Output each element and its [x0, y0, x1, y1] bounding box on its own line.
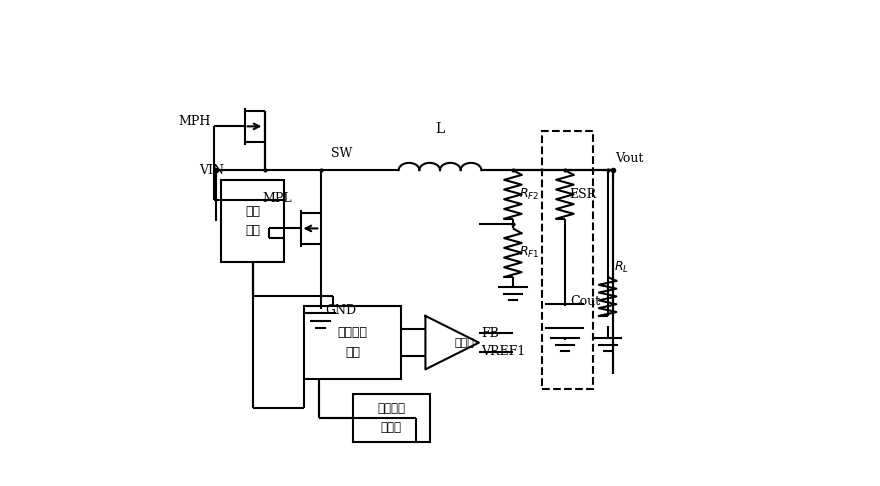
Text: 比较器: 比较器	[455, 338, 474, 347]
Text: $R_L$: $R_L$	[613, 260, 628, 275]
Text: 电路: 电路	[246, 225, 260, 237]
Text: Cout: Cout	[569, 295, 600, 308]
Text: GND: GND	[326, 304, 356, 317]
Bar	[221, 180, 284, 262]
Text: SW: SW	[331, 147, 352, 160]
Text: $R_{F1}$: $R_{F1}$	[518, 245, 539, 260]
Bar	[353, 394, 430, 442]
Bar	[304, 306, 401, 379]
Text: 驱动: 驱动	[246, 205, 260, 218]
Text: 自适应导: 自适应导	[378, 402, 406, 415]
Text: $R_{F2}$: $R_{F2}$	[518, 187, 539, 202]
Text: 电路: 电路	[345, 346, 360, 359]
Text: MPH: MPH	[179, 115, 211, 128]
Text: ESR: ESR	[569, 188, 597, 201]
Text: 通时间: 通时间	[381, 421, 402, 434]
Text: MPL: MPL	[262, 192, 292, 205]
Text: 逻辑控制: 逻辑控制	[338, 327, 368, 339]
Text: FB: FB	[481, 327, 499, 340]
Text: Vout: Vout	[615, 152, 643, 165]
Text: L: L	[436, 122, 444, 136]
Bar	[542, 131, 593, 389]
Text: VIN: VIN	[200, 164, 224, 176]
Text: VREF1: VREF1	[481, 346, 525, 359]
